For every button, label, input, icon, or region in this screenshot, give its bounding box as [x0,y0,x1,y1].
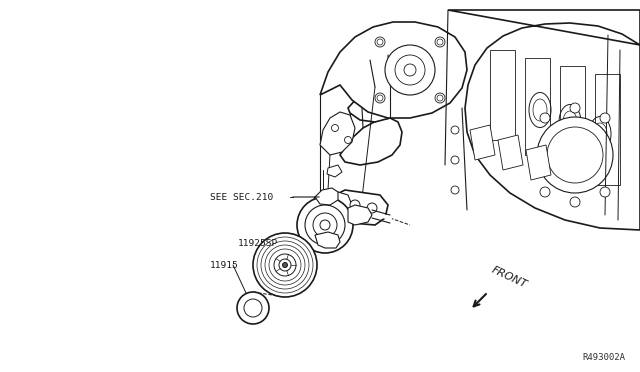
Circle shape [435,37,445,47]
Circle shape [367,203,377,213]
Circle shape [435,93,445,103]
Circle shape [375,93,385,103]
Circle shape [350,200,360,210]
Circle shape [253,233,317,297]
Circle shape [244,299,262,317]
Text: FRONT: FRONT [490,265,529,290]
Circle shape [451,186,459,194]
Circle shape [320,220,330,230]
Polygon shape [320,22,467,118]
Circle shape [600,187,610,197]
Polygon shape [320,193,335,205]
Circle shape [600,113,610,123]
Circle shape [537,117,613,193]
Text: R493002A: R493002A [582,353,625,362]
Polygon shape [348,85,403,122]
Polygon shape [327,165,342,177]
Circle shape [237,292,269,324]
Polygon shape [526,145,551,180]
Circle shape [313,213,337,237]
Polygon shape [490,50,515,140]
Circle shape [385,45,435,95]
Polygon shape [498,135,523,170]
Circle shape [570,197,580,207]
Text: 11915: 11915 [210,260,239,269]
Polygon shape [448,10,640,230]
Polygon shape [320,112,355,155]
Circle shape [540,187,550,197]
Circle shape [451,126,459,134]
Circle shape [297,197,353,253]
Circle shape [279,259,291,271]
Circle shape [305,205,345,245]
Circle shape [332,125,339,131]
Polygon shape [560,66,585,170]
Polygon shape [348,205,372,225]
Circle shape [282,263,287,267]
Polygon shape [470,125,495,160]
Polygon shape [525,58,550,155]
Circle shape [540,113,550,123]
Circle shape [451,156,459,164]
Polygon shape [307,192,352,245]
Polygon shape [340,118,402,165]
Polygon shape [315,232,340,248]
Text: SEE SEC.210: SEE SEC.210 [210,192,273,202]
Polygon shape [330,190,388,225]
Polygon shape [315,188,338,205]
Polygon shape [595,74,620,185]
Circle shape [344,137,351,144]
Circle shape [274,254,296,276]
Circle shape [375,37,385,47]
Circle shape [570,103,580,113]
Text: 11925SP: 11925SP [238,238,278,247]
